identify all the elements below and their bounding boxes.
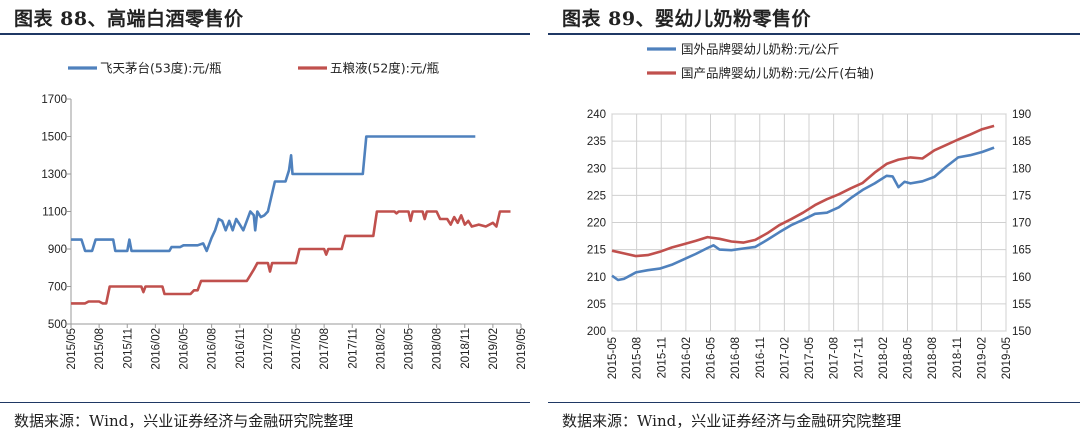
y-tick-label: 205: [587, 299, 606, 311]
right-chart: 200 205 210 215 220 225 230 235 240 150 155 160 165 1…: [587, 42, 1031, 380]
left-title-rule: [0, 33, 530, 35]
y-tick-label: 500: [48, 319, 67, 331]
y-tick-label: 900: [48, 244, 67, 256]
x-tick-label: 2016-08: [730, 337, 742, 379]
x-tick-label: 2015/05: [66, 328, 78, 370]
y2-tick-label: 155: [1012, 299, 1031, 311]
x-tick-label: 2015/11: [122, 328, 134, 369]
y-tick-label: 1100: [42, 207, 67, 219]
x-tick-label: 2018-08: [927, 337, 939, 379]
y-tick-label: 700: [48, 282, 67, 294]
left-source-rule: [0, 402, 530, 403]
x-tick-label: 2016-02: [681, 337, 693, 379]
y-tick-label: 240: [587, 109, 606, 121]
left-source-note: 数据来源：Wind，兴业证券经济与金融研究院整理: [14, 412, 354, 430]
y-tick-label: 225: [587, 190, 606, 202]
right-source-note: 数据来源：Wind，兴业证券经济与金融研究院整理: [562, 412, 902, 430]
left-chart: 500 700 900 1100 1300 1500 1700 2015/05 2015/08 2…: [41, 61, 528, 370]
right-chart-panel: 图表 89、婴幼儿奶粉零售价 200 205 210 215 220 225 230 235 2…: [548, 0, 1080, 443]
y2-tick-label: 185: [1012, 136, 1031, 148]
y-tick-label: 210: [587, 272, 606, 284]
y2-tick-label: 160: [1012, 272, 1031, 284]
y-tick-label: 220: [587, 218, 606, 230]
legend-label-2: 国产品牌婴幼儿奶粉:元/公斤(右轴): [681, 66, 874, 81]
x-tick-label: 2017-11: [853, 337, 865, 378]
x-tick-label: 2015-05: [607, 337, 619, 379]
series-line-1: [71, 135, 476, 253]
x-tick-label: 2015-11: [656, 337, 668, 378]
x-tick-label: 2017/08: [319, 328, 331, 370]
x-tick-label: 2015-08: [632, 337, 644, 379]
series-line-1: [611, 146, 995, 282]
x-tick-label: 2018/02: [375, 328, 387, 370]
y2-tick-label: 165: [1012, 245, 1031, 257]
x-tick-label: 2019-02: [976, 337, 988, 379]
y2-tick-label: 190: [1012, 109, 1031, 121]
y-tick-label: 215: [587, 245, 606, 257]
x-tick-label: 2017-02: [779, 337, 791, 379]
legend-label-2: 五粮液(52度):元/瓶: [330, 61, 439, 76]
x-tick-label: 2018-11: [952, 337, 964, 378]
x-tick-label: 2016/05: [179, 328, 191, 370]
x-tick-label: 2019/05: [516, 328, 528, 370]
x-tick-label: 2016/08: [207, 328, 219, 370]
x-tick-label: 2018/05: [404, 328, 416, 370]
x-tick-label: 2017-08: [829, 337, 841, 379]
series-line-2: [611, 124, 995, 258]
x-tick-label: 2015/08: [94, 328, 106, 370]
right-source-rule: [548, 402, 1080, 403]
x-tick-label: 2016-05: [706, 337, 718, 379]
y-tick-label: 200: [587, 326, 606, 338]
x-tick-label: 2017/02: [263, 328, 275, 370]
x-tick-label: 2018-05: [903, 337, 915, 379]
y2-tick-label: 170: [1012, 218, 1031, 230]
x-tick-label: 2019-05: [1001, 337, 1013, 379]
x-tick-label: 2018/08: [432, 328, 444, 370]
x-tick-label: 2017/05: [291, 328, 303, 370]
x-tick-label: 2016/11: [235, 328, 247, 369]
y-tick-label: 1500: [41, 132, 67, 144]
y2-tick-label: 150: [1012, 326, 1031, 338]
x-tick-label: 2017/11: [347, 328, 359, 369]
x-tick-label: 2016/02: [150, 328, 162, 370]
x-tick-label: 2019/02: [488, 328, 500, 370]
x-tick-label: 2018/11: [460, 328, 472, 369]
left-figure-title: 图表 88、高端白酒零售价: [14, 8, 244, 30]
right-figure-title: 图表 89、婴幼儿奶粉零售价: [562, 8, 812, 30]
y-tick-label: 1700: [41, 94, 67, 106]
legend-label-1: 国外品牌婴幼儿奶粉:元/公斤: [681, 42, 839, 57]
y2-tick-label: 175: [1012, 190, 1031, 202]
y-tick-label: 235: [587, 136, 606, 148]
x-tick-label: 2016-11: [755, 337, 767, 378]
right-title-rule: [548, 33, 1080, 35]
series-line-2: [71, 210, 511, 305]
y2-tick-label: 180: [1012, 163, 1031, 175]
legend-label-1: 飞天茅台(53度):元/瓶: [100, 61, 222, 76]
y-tick-label: 1300: [41, 169, 67, 181]
x-tick-label: 2018-02: [878, 337, 890, 379]
y-tick-label: 230: [587, 163, 606, 175]
left-chart-panel: 图表 88、高端白酒零售价 500 700 900 1100 1300 1500 1700 2…: [0, 0, 530, 443]
x-tick-label: 2017-05: [804, 337, 816, 379]
